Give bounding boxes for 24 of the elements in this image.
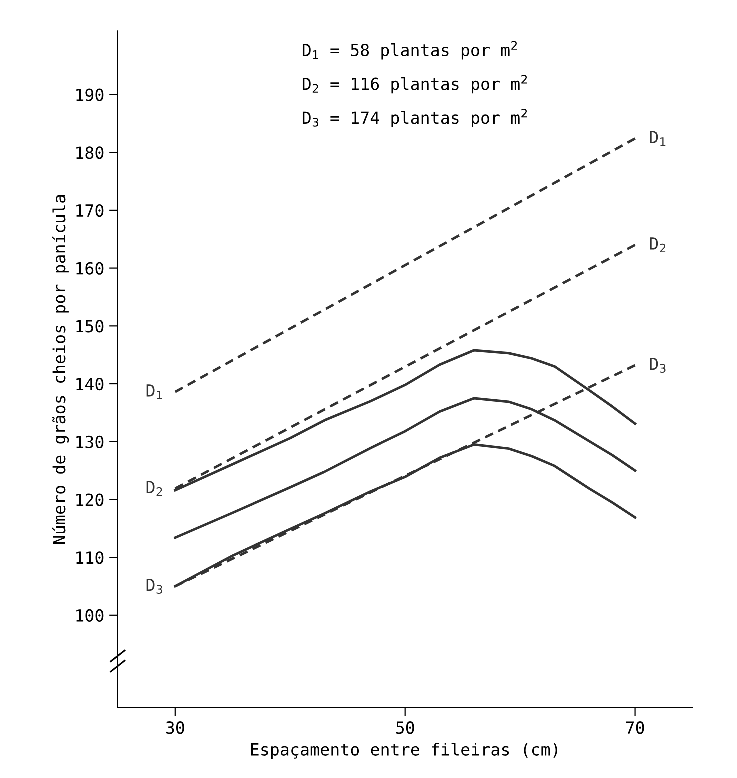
y-tick-label: 150 [76, 320, 104, 333]
y-tick-label: 110 [76, 552, 104, 564]
x-axis-title: Espaçamento entre fileiras (cm) [251, 742, 558, 760]
y-tick-label: 170 [76, 204, 104, 218]
y-tick-label: 140 [76, 378, 104, 391]
text: D$_{1}$ [650, 131, 666, 146]
x-tick-label: 70 [626, 722, 644, 734]
x-tick-label: 30 [166, 722, 184, 734]
y-tick-label: 100 [76, 609, 104, 622]
y-tick-label: 130 [76, 436, 104, 448]
text: D$_{2}$ [650, 238, 666, 253]
y-tick-label: 190 [76, 88, 104, 102]
y-tick-label: 120 [76, 494, 104, 506]
annotation: D$_{1}$ = 58 plantas por m$^{2}$ [302, 41, 518, 60]
text: D$_{3}$ [650, 358, 666, 374]
y-tick-label: 180 [76, 146, 104, 160]
series-label: D$_{2}$ [146, 481, 162, 496]
y-axis-title: Número de grãos cheios por panícula [52, 195, 70, 544]
x-tick-label: 50 [396, 722, 414, 734]
series-label: D$_{3}$ [146, 578, 162, 594]
series-label: D$_{1}$ [146, 384, 162, 400]
annotation: D$_{3}$ = 174 plantas por m$^{2}$ [302, 108, 528, 128]
y-tick-label: 160 [76, 262, 104, 275]
annotation: D$_{2}$ = 116 plantas por m$^{2}$ [302, 75, 528, 94]
